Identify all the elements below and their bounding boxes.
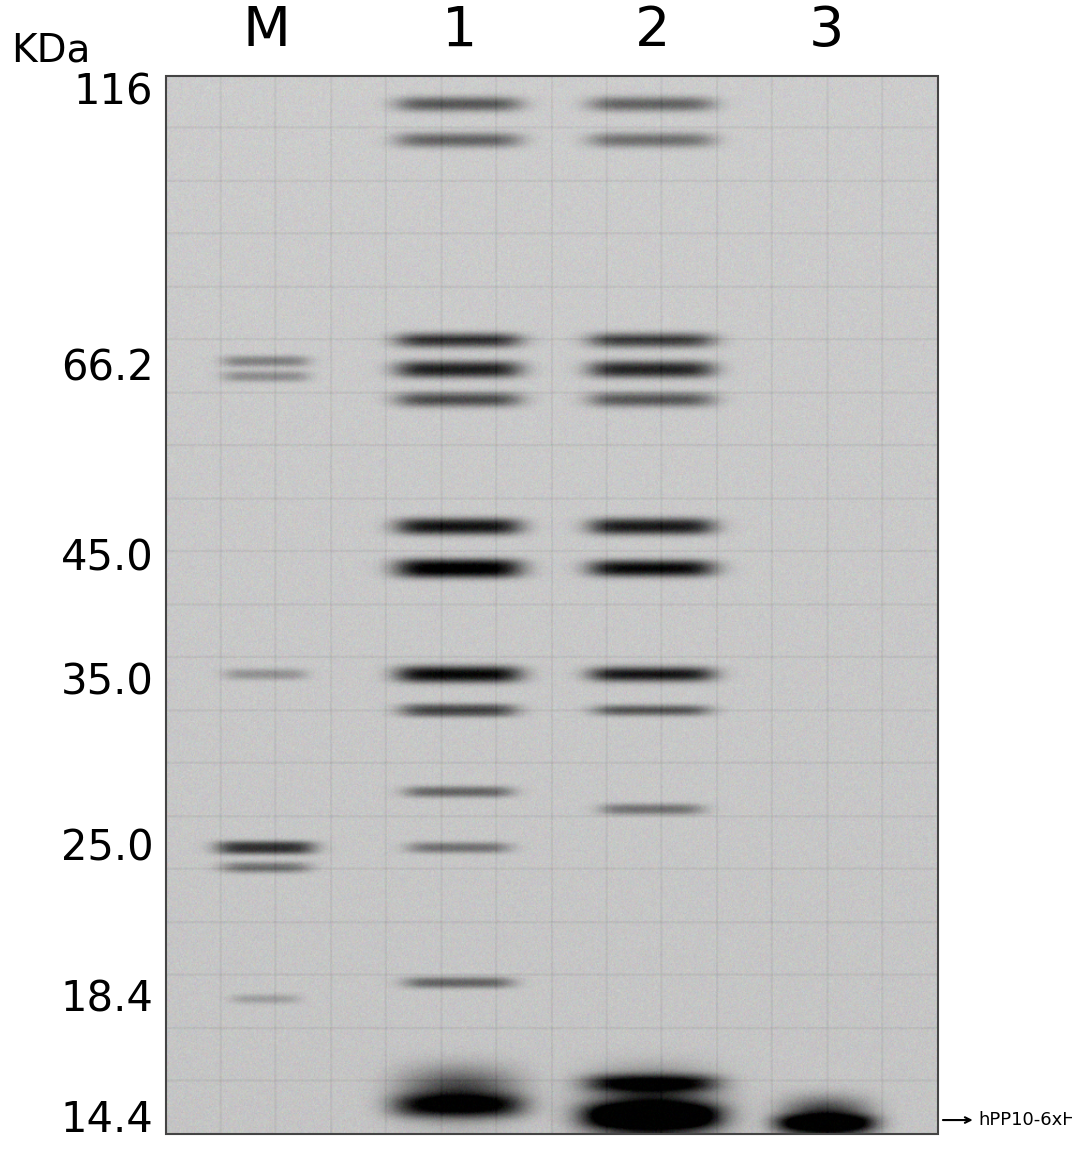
Text: 45.0: 45.0: [60, 537, 153, 580]
Bar: [166, 76, 938, 1134]
Text: 3: 3: [808, 5, 844, 58]
Text: 116: 116: [74, 71, 153, 113]
Text: 14.4: 14.4: [60, 1099, 153, 1141]
Text: hPP10-6xHis: hPP10-6xHis: [979, 1111, 1072, 1129]
Text: 66.2: 66.2: [61, 348, 153, 390]
Text: 35.0: 35.0: [60, 662, 153, 704]
Text: 25.0: 25.0: [61, 827, 153, 869]
Text: 1: 1: [442, 5, 477, 58]
Text: M: M: [242, 5, 291, 58]
Text: 18.4: 18.4: [60, 978, 153, 1020]
Text: KDa: KDa: [11, 31, 90, 70]
Text: 2: 2: [635, 5, 670, 58]
